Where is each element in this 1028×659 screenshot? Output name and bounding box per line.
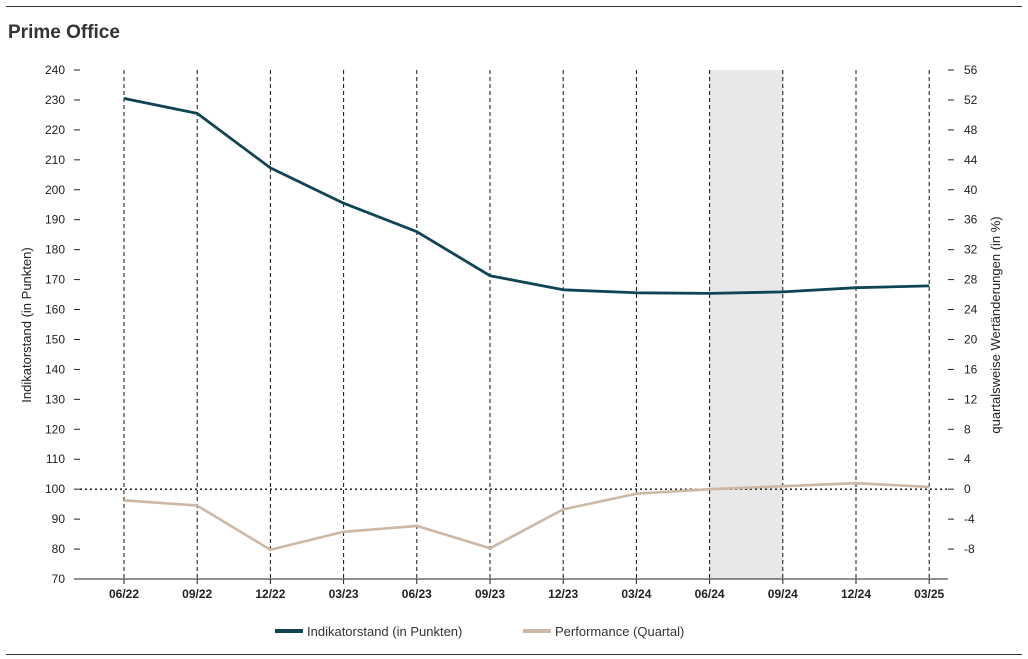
x-tick-label: 03/23 bbox=[329, 587, 359, 601]
left-tick-label: 80 bbox=[52, 542, 66, 556]
right-tick-label: -4 bbox=[964, 512, 975, 526]
left-tick-label: 200 bbox=[45, 183, 65, 197]
top-rule bbox=[6, 6, 1022, 7]
legend-label-1: Indikatorstand (in Punkten) bbox=[307, 624, 462, 639]
right-tick-label: 44 bbox=[964, 153, 978, 167]
x-tick-label: 03/24 bbox=[621, 587, 651, 601]
right-tick-label: 32 bbox=[964, 243, 978, 257]
series-layer bbox=[123, 97, 930, 552]
left-tick-label: 150 bbox=[45, 332, 65, 346]
left-tick-label: 140 bbox=[45, 362, 65, 376]
x-tick-label: 09/22 bbox=[182, 587, 212, 601]
right-tick-label: 28 bbox=[964, 273, 978, 287]
axis-titles: Indikatorstand (in Punkten) quartalsweise… bbox=[19, 216, 1003, 433]
x-tick-label: 09/24 bbox=[768, 587, 798, 601]
x-tick-label: 06/24 bbox=[695, 587, 725, 601]
x-axis: 06/22 09/22 12/22 03/23 06/23 09/23 12/23 03/24… bbox=[80, 578, 948, 601]
left-tick-label: 180 bbox=[45, 243, 65, 257]
right-tick-label: 48 bbox=[964, 123, 978, 137]
bottom-rule bbox=[6, 654, 1022, 655]
right-tick-label: 16 bbox=[964, 362, 978, 376]
left-tick-label: 160 bbox=[45, 303, 65, 317]
left-tick-label: 190 bbox=[45, 213, 65, 227]
left-tick-label: 130 bbox=[45, 392, 65, 406]
left-tick-label: 170 bbox=[45, 273, 65, 287]
y-axis-title-left: Indikatorstand (in Punkten) bbox=[19, 247, 34, 402]
chart-title: Prime Office bbox=[8, 22, 120, 43]
left-tick-label: 230 bbox=[45, 93, 65, 107]
right-tick-label: 20 bbox=[964, 332, 978, 346]
left-tick-label: 210 bbox=[45, 153, 65, 167]
highlight-band bbox=[709, 70, 783, 579]
highlight-layer bbox=[709, 70, 783, 579]
series-line-2 bbox=[123, 481, 930, 552]
x-tick-label: 12/24 bbox=[841, 587, 871, 601]
y-axis-title-right: quartalsweise Wertänderungen (in %) bbox=[988, 216, 1003, 433]
left-tick-label: 90 bbox=[52, 512, 66, 526]
x-tick-label: 12/22 bbox=[255, 587, 285, 601]
right-tick-label: 12 bbox=[964, 392, 978, 406]
right-tick-label: 24 bbox=[964, 303, 978, 317]
right-tick-label: -8 bbox=[964, 542, 975, 556]
grid-layer bbox=[123, 70, 930, 579]
right-tick-label: 36 bbox=[964, 213, 978, 227]
x-tick-label: 06/23 bbox=[402, 587, 432, 601]
right-tick-label: 0 bbox=[964, 482, 971, 496]
x-tick-label: 03/25 bbox=[914, 587, 944, 601]
series-line-1 bbox=[123, 97, 930, 295]
right-tick-label: 40 bbox=[964, 183, 978, 197]
left-tick-label: 70 bbox=[52, 572, 66, 586]
left-tick-label: 110 bbox=[46, 452, 65, 466]
right-tick-label: 52 bbox=[964, 93, 978, 107]
left-tick-label: 240 bbox=[45, 63, 65, 77]
right-tick-label: 56 bbox=[964, 63, 978, 77]
x-tick-label: 06/22 bbox=[109, 587, 139, 601]
left-axis: 70 80 90 100 110 120 130 140 150 160 170 180 190 200 2… bbox=[45, 63, 80, 586]
right-tick-label: 4 bbox=[964, 452, 971, 466]
right-tick-label: 8 bbox=[964, 422, 971, 436]
left-tick-label: 220 bbox=[45, 123, 65, 137]
x-tick-label: 12/23 bbox=[548, 587, 578, 601]
legend-label-2: Performance (Quartal) bbox=[555, 624, 684, 639]
left-tick-label: 100 bbox=[45, 482, 65, 496]
legend: Indikatorstand (in Punkten) Performance (… bbox=[275, 624, 684, 639]
left-tick-label: 120 bbox=[45, 422, 65, 436]
x-tick-label: 09/23 bbox=[475, 587, 505, 601]
